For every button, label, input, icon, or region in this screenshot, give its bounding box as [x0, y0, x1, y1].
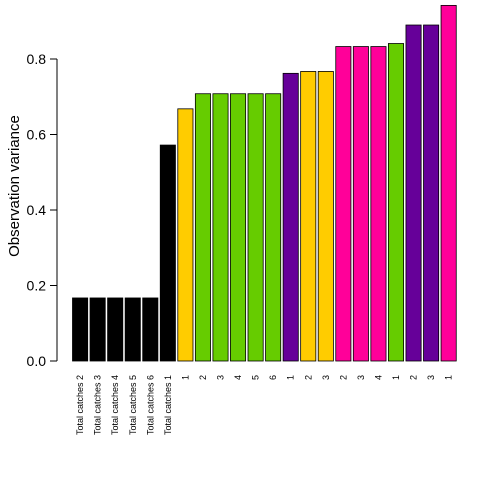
bar — [177, 108, 194, 362]
x-tick-label: 6 — [268, 375, 278, 380]
x-tick-label: 3 — [216, 375, 226, 380]
y-tick-label: 0.2 — [27, 278, 47, 294]
bar — [230, 93, 247, 362]
x-tick-label: Total catches 2 — [75, 375, 85, 435]
bar — [405, 24, 422, 362]
bar — [89, 297, 106, 362]
y-axis: 0.0 0.2 0.4 0.6 0.8 — [27, 51, 58, 369]
x-tick-label: 4 — [373, 375, 383, 380]
bar — [300, 71, 317, 362]
bars — [72, 4, 457, 362]
x-tick-label: 1 — [180, 375, 190, 380]
bar — [370, 46, 387, 362]
x-tick-label: Total catches 6 — [145, 375, 155, 435]
y-tick-label: 0.6 — [27, 127, 47, 143]
x-tick-label: Total catches 1 — [163, 375, 173, 435]
bar — [107, 297, 124, 362]
x-tick-label: 2 — [409, 375, 419, 380]
x-tick-label: 2 — [303, 375, 313, 380]
x-tick-label: 1 — [286, 375, 296, 380]
bar — [72, 297, 89, 362]
x-tick-label: 2 — [338, 375, 348, 380]
bar — [142, 297, 159, 362]
bar — [317, 71, 334, 362]
y-tick-label: 0.8 — [27, 51, 47, 67]
bar — [247, 93, 264, 362]
x-tick-label: 2 — [198, 375, 208, 380]
bar — [352, 46, 369, 362]
x-tick-label: 4 — [233, 375, 243, 380]
bar — [124, 297, 141, 362]
bar — [194, 93, 211, 362]
x-tick-label: Total catches 5 — [128, 375, 138, 435]
y-tick-label: 0.0 — [27, 353, 47, 369]
bar — [440, 4, 457, 362]
x-tick-labels: Total catches 2 Total catches 3 Total catc… — [75, 375, 454, 435]
x-tick-label: 1 — [391, 375, 401, 380]
x-tick-label: 3 — [356, 375, 366, 380]
x-tick-label: 3 — [426, 375, 436, 380]
x-tick-label: 5 — [251, 375, 261, 380]
bar — [282, 72, 299, 362]
bar — [423, 24, 440, 362]
y-tick-label: 0.4 — [27, 202, 47, 218]
x-tick-label: Total catches 3 — [93, 375, 103, 435]
bar — [159, 144, 176, 362]
y-axis-label: Observation variance — [6, 115, 23, 257]
x-tick-label: 3 — [321, 375, 331, 380]
bar — [212, 93, 229, 362]
x-tick-label: Total catches 4 — [110, 375, 120, 435]
bar — [387, 43, 404, 362]
x-tick-label: 1 — [444, 375, 454, 380]
bar — [335, 46, 352, 362]
bar — [265, 93, 282, 362]
